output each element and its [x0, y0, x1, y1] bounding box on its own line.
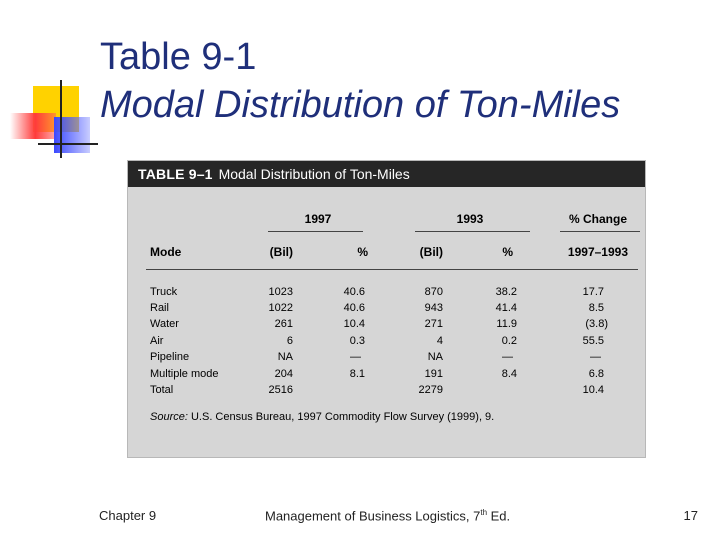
cell-mode: Total	[150, 384, 174, 396]
cell-pct-1997: —	[350, 351, 361, 363]
cell-change: (3.8)	[585, 318, 608, 330]
col-header-bil-1993: (Bil)	[419, 245, 443, 259]
cell-mode: Water	[150, 318, 179, 330]
cell-pct-1997: 40.6	[343, 286, 365, 298]
decor-horizontal-line	[38, 143, 98, 145]
source-text: U.S. Census Bureau, 1997 Commodity Flow …	[190, 411, 495, 423]
col-header-change-range: 1997–1993	[567, 245, 628, 259]
footer-book-title-text: Management of Business Logistics, 7	[265, 508, 481, 524]
header-rule	[146, 269, 638, 270]
col-header-bil-1997: (Bil)	[269, 245, 293, 259]
cell-pct-1997: 0.3	[349, 335, 365, 347]
cell-bil-1997: 204	[274, 368, 293, 380]
footer-chapter: Chapter 9	[99, 508, 157, 523]
cell-bil-1997: 261	[274, 318, 293, 330]
cell-bil-1993: NA	[427, 351, 443, 363]
group-header-1997: 1997	[304, 212, 332, 226]
cell-mode: Pipeline	[150, 351, 190, 363]
cell-pct-1993: 38.2	[495, 286, 517, 298]
cell-pct-1993: —	[502, 351, 513, 363]
cell-pct-1997: 10.4	[343, 318, 365, 330]
decor-vertical-line	[60, 80, 62, 158]
footer-book-title: Management of Business Logistics, 7th Ed…	[265, 508, 510, 523]
cell-mode: Air	[150, 335, 164, 347]
cell-pct-1993: 0.2	[501, 335, 517, 347]
cell-bil-1997: 1022	[268, 302, 293, 314]
cell-bil-1997: NA	[277, 351, 293, 363]
cell-bil-1993: 870	[424, 286, 443, 298]
cell-bil-1997: 2516	[268, 384, 293, 396]
table-image: TABLE 9–1 Modal Distribution of Ton-Mile…	[127, 160, 646, 458]
cell-pct-1993: 8.4	[501, 368, 517, 380]
cell-bil-1993: 271	[424, 318, 443, 330]
cell-mode: Truck	[150, 286, 178, 298]
col-header-mode: Mode	[150, 245, 182, 259]
table-caption-label: TABLE 9–1	[138, 166, 213, 182]
footer-page-number: 17	[683, 508, 698, 523]
table-caption-title: Modal Distribution of Ton-Miles	[218, 166, 410, 182]
slide-subtitle: Modal Distribution of Ton-Miles	[100, 84, 621, 126]
group-header-change: % Change	[568, 212, 627, 226]
cell-change: 10.4	[582, 384, 604, 396]
source-label: Source:	[150, 411, 188, 423]
cell-pct-1997: 40.6	[343, 302, 365, 314]
table-source-note: Source: U.S. Census Bureau, 1997 Commodi…	[150, 411, 494, 423]
cell-mode: Multiple mode	[150, 368, 219, 380]
slide-title: Table 9-1	[100, 36, 257, 78]
cell-change: 17.7	[582, 286, 604, 298]
cell-bil-1993: 4	[436, 335, 443, 347]
cell-change: —	[590, 351, 601, 363]
cell-change: 6.8	[588, 368, 604, 380]
cell-mode: Rail	[150, 302, 169, 314]
col-header-pct-1993: %	[502, 245, 513, 259]
cell-pct-1997: 8.1	[349, 368, 365, 380]
table-caption-bar: TABLE 9–1 Modal Distribution of Ton-Mile…	[128, 161, 645, 187]
rule-1993	[415, 231, 530, 232]
cell-pct-1993: 41.4	[495, 302, 517, 314]
cell-pct-1993: 11.9	[496, 318, 517, 330]
decor-red-bar	[10, 113, 56, 139]
col-header-pct-1997: %	[357, 245, 368, 259]
cell-bil-1993: 943	[424, 302, 443, 314]
cell-bil-1993: 2279	[418, 384, 443, 396]
footer-book-title-suffix: Ed.	[487, 508, 511, 524]
cell-change: 55.5	[582, 335, 604, 347]
rule-1997	[268, 231, 363, 232]
group-header-1993: 1993	[456, 212, 484, 226]
cell-bil-1997: 6	[286, 335, 293, 347]
cell-change: 8.5	[588, 302, 604, 314]
rule-change	[560, 231, 640, 232]
footer-book-title-sup: th	[480, 508, 488, 517]
cell-bil-1993: 191	[424, 368, 443, 380]
cell-bil-1997: 1023	[268, 286, 293, 298]
